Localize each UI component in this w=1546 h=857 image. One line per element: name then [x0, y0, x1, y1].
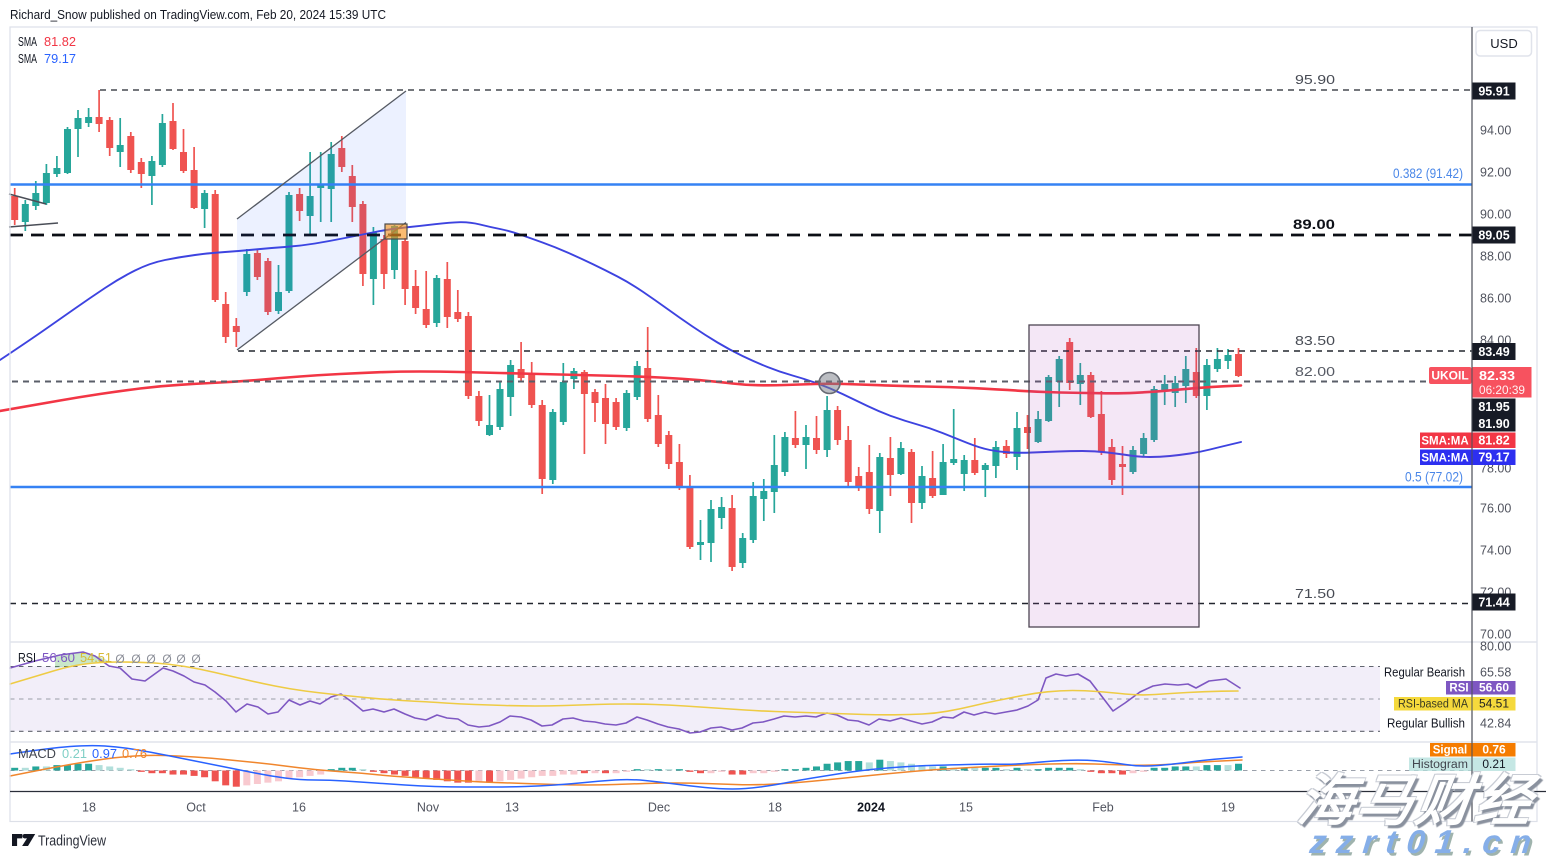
- svg-text:Richard_Snow published on Trad: Richard_Snow published on TradingView.co…: [10, 8, 386, 22]
- svg-text:18: 18: [1434, 801, 1448, 815]
- svg-text:TradingView: TradingView: [38, 833, 106, 850]
- svg-text:Ø: Ø: [191, 652, 200, 666]
- svg-text:0.382 (91.42): 0.382 (91.42): [1393, 166, 1463, 181]
- svg-text:76.00: 76.00: [1480, 502, 1511, 516]
- svg-text:88.00: 88.00: [1480, 250, 1511, 264]
- svg-text:71.44: 71.44: [1478, 596, 1509, 610]
- svg-text:0.21: 0.21: [62, 747, 87, 761]
- svg-text:Mar: Mar: [1319, 801, 1341, 815]
- svg-text:0.76: 0.76: [1482, 743, 1506, 757]
- svg-text:Ø: Ø: [176, 652, 185, 666]
- svg-text:79.17: 79.17: [1478, 451, 1509, 465]
- svg-text:80.00: 80.00: [1480, 640, 1511, 654]
- svg-text:06:20:39: 06:20:39: [1479, 385, 1525, 397]
- svg-text:Regular Bearish: Regular Bearish: [1384, 666, 1465, 680]
- svg-text:56.60: 56.60: [1479, 681, 1509, 695]
- svg-text:79.17: 79.17: [44, 52, 76, 66]
- svg-text:94.00: 94.00: [1480, 124, 1511, 138]
- svg-text:2024: 2024: [857, 801, 885, 815]
- svg-text:13: 13: [505, 801, 519, 815]
- svg-text:83.49: 83.49: [1478, 345, 1509, 359]
- svg-text:70.00: 70.00: [1480, 628, 1511, 642]
- svg-text:RSI: RSI: [18, 651, 36, 665]
- svg-text:0.5 (77.02): 0.5 (77.02): [1405, 470, 1463, 485]
- svg-text:0.76: 0.76: [122, 747, 147, 761]
- svg-text:USD: USD: [1490, 36, 1517, 51]
- svg-text:0.21: 0.21: [1482, 757, 1506, 771]
- svg-text:Oct: Oct: [186, 801, 206, 815]
- svg-text:74.00: 74.00: [1480, 544, 1511, 558]
- svg-text:56.60: 56.60: [42, 651, 75, 665]
- svg-text:81.90: 81.90: [1478, 417, 1509, 431]
- svg-text:0.97: 0.97: [92, 747, 117, 761]
- svg-text:SMA:MA: SMA:MA: [1421, 453, 1468, 465]
- svg-text:16: 16: [292, 801, 306, 815]
- svg-text:15: 15: [959, 801, 973, 815]
- svg-text:SMA:MA: SMA:MA: [1421, 436, 1468, 448]
- svg-text:89.05: 89.05: [1478, 229, 1509, 243]
- svg-text:81.82: 81.82: [1478, 434, 1509, 448]
- svg-text:81.95: 81.95: [1478, 400, 1509, 414]
- svg-text:18: 18: [82, 801, 96, 815]
- svg-text:RSI-based MA: RSI-based MA: [1398, 699, 1468, 711]
- svg-text:Ø: Ø: [162, 652, 171, 666]
- svg-text:Regular Bullish: Regular Bullish: [1387, 717, 1465, 731]
- svg-text:Histogram: Histogram: [1412, 759, 1468, 771]
- svg-text:89.00: 89.00: [1293, 216, 1335, 232]
- svg-text:MACD: MACD: [18, 747, 56, 761]
- svg-text:Ø: Ø: [115, 652, 124, 666]
- svg-text:86.00: 86.00: [1480, 292, 1511, 306]
- svg-text:RSI: RSI: [1449, 683, 1468, 695]
- svg-text:71.50: 71.50: [1295, 586, 1335, 601]
- svg-text:81.82: 81.82: [44, 35, 76, 49]
- svg-text:54.51: 54.51: [1479, 697, 1509, 711]
- svg-text:54.51: 54.51: [80, 651, 112, 665]
- svg-text:82.33: 82.33: [1479, 368, 1515, 383]
- svg-text:92.00: 92.00: [1480, 166, 1511, 180]
- svg-text:95.91: 95.91: [1478, 85, 1509, 99]
- svg-text:Signal: Signal: [1433, 745, 1468, 757]
- svg-text:42.84: 42.84: [1480, 717, 1511, 731]
- svg-text:19: 19: [1221, 801, 1235, 815]
- svg-text:SMA: SMA: [18, 52, 37, 66]
- svg-text:Ø: Ø: [146, 652, 155, 666]
- svg-text:95.90: 95.90: [1295, 72, 1335, 87]
- svg-text:SMA: SMA: [18, 35, 37, 49]
- svg-text:UKOIL: UKOIL: [1431, 369, 1468, 383]
- svg-text:82.00: 82.00: [1295, 364, 1335, 379]
- svg-text:18: 18: [768, 801, 782, 815]
- svg-text:83.50: 83.50: [1295, 333, 1335, 348]
- svg-text:Dec: Dec: [648, 801, 670, 815]
- svg-text:Nov: Nov: [417, 801, 440, 815]
- svg-text:90.00: 90.00: [1480, 208, 1511, 222]
- svg-text:Feb: Feb: [1092, 801, 1114, 815]
- svg-text:65.58: 65.58: [1480, 666, 1511, 680]
- svg-text:Ø: Ø: [131, 652, 140, 666]
